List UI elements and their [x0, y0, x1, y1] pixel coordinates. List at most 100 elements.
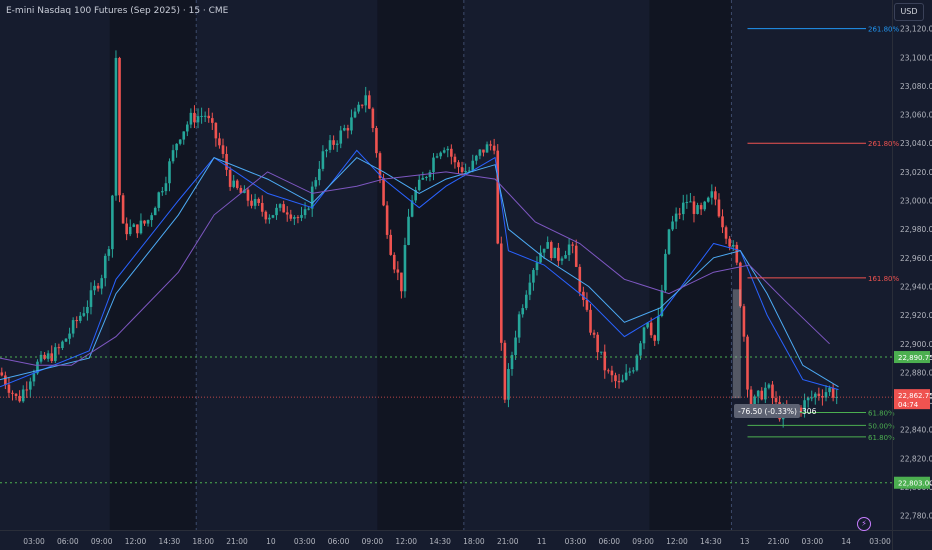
- candle-body: [289, 214, 293, 219]
- candle-body: [624, 372, 628, 380]
- candle-body: [146, 220, 150, 224]
- y-tick-label: 23,000.00: [900, 197, 932, 206]
- x-tick-label: 03:00: [802, 537, 824, 546]
- candle-body: [93, 285, 96, 291]
- candle-body: [214, 122, 218, 139]
- moving-average-line: [0, 171, 830, 366]
- candle-body: [710, 191, 714, 198]
- x-tick-label: 03:00: [23, 537, 45, 546]
- candle-body: [453, 156, 457, 163]
- candle-body: [282, 204, 285, 213]
- measure-label-box: [734, 404, 800, 418]
- candle-body: [300, 215, 303, 218]
- candle-body: [385, 205, 389, 235]
- y-tick-label: 22,780.00: [900, 512, 932, 521]
- candle-body: [303, 209, 307, 216]
- candle-body: [157, 192, 161, 208]
- candle-body: [121, 195, 125, 224]
- candle-body: [378, 153, 382, 179]
- candle-body: [646, 322, 649, 328]
- candle-body: [478, 149, 482, 156]
- candle-body: [400, 272, 403, 292]
- candle-body: [649, 322, 653, 336]
- current-price-tag: [894, 389, 930, 410]
- candle-body: [21, 389, 25, 402]
- candle-body: [193, 112, 196, 123]
- y-tick-label: 22,900.00: [900, 340, 932, 349]
- candle-body: [100, 278, 103, 289]
- level-price-tag: [894, 351, 930, 364]
- candle-body: [425, 176, 428, 178]
- candle-body: [353, 111, 357, 118]
- candle-body: [774, 398, 778, 403]
- candle-body: [235, 180, 239, 188]
- candle-body: [806, 397, 810, 401]
- candle-body: [89, 290, 93, 307]
- candle-body: [218, 138, 221, 146]
- candle-body: [628, 371, 632, 373]
- candle-body: [817, 393, 821, 397]
- y-tick-label: 23,100.00: [900, 53, 932, 62]
- candle-body: [756, 390, 760, 397]
- candle-body: [367, 95, 371, 109]
- x-tick-label: 14: [841, 537, 851, 546]
- y-tick-label: 23,060.00: [900, 111, 932, 120]
- candle-body: [489, 144, 492, 146]
- candle-body: [107, 249, 111, 256]
- candle-body: [346, 128, 350, 131]
- currency-button[interactable]: USD: [894, 3, 924, 21]
- y-tick-label: 22,880.00: [900, 368, 932, 377]
- candle-body: [382, 178, 385, 206]
- candle-body: [432, 157, 435, 173]
- candle-body: [310, 186, 314, 209]
- candle-body: [639, 343, 642, 356]
- lightning-icon[interactable]: ⚡: [857, 517, 871, 531]
- candle-body: [446, 148, 450, 151]
- candle-body: [139, 220, 143, 234]
- candle-body: [749, 389, 753, 409]
- candle-body: [681, 202, 685, 215]
- candle-body: [18, 395, 21, 402]
- candle-body: [350, 117, 353, 131]
- candle-body: [632, 370, 635, 372]
- candle-body: [517, 314, 521, 338]
- candle-body: [557, 247, 560, 261]
- candle-body: [410, 200, 414, 217]
- candle-body: [428, 172, 432, 177]
- candle-body: [578, 266, 582, 292]
- candle-body: [746, 336, 749, 390]
- candle-body: [603, 351, 607, 371]
- candle-body: [54, 347, 57, 361]
- candle-body: [278, 204, 282, 208]
- candle-body: [57, 347, 61, 349]
- x-tick-label: 06:00: [598, 537, 620, 546]
- candle-body: [46, 353, 50, 359]
- candle-body: [232, 180, 236, 187]
- candle-body: [660, 290, 664, 316]
- candle-body: [68, 333, 71, 339]
- y-tick-label: 22,820.00: [900, 454, 932, 463]
- candle-body: [696, 205, 699, 214]
- candle-body: [71, 320, 75, 334]
- candle-body: [296, 217, 300, 219]
- candle-body: [521, 308, 525, 315]
- candle-body: [275, 207, 278, 216]
- candle-body: [221, 145, 225, 154]
- candle-body: [0, 372, 4, 376]
- candle-body: [532, 270, 535, 283]
- candle-body: [210, 118, 214, 123]
- candle-body: [39, 354, 43, 362]
- x-tick-label: 14:30: [429, 537, 451, 546]
- candle-body: [507, 369, 510, 400]
- level-price-label: 22,803.00: [898, 480, 932, 488]
- candle-body: [246, 189, 250, 201]
- candle-body: [835, 396, 838, 398]
- candle-body: [500, 243, 503, 343]
- candle-body: [764, 387, 767, 400]
- candle-body: [175, 143, 178, 151]
- x-tick-label: 03:00: [294, 537, 316, 546]
- fib-level-label: 261.80%: [868, 140, 899, 148]
- x-tick-label: 10: [266, 537, 276, 546]
